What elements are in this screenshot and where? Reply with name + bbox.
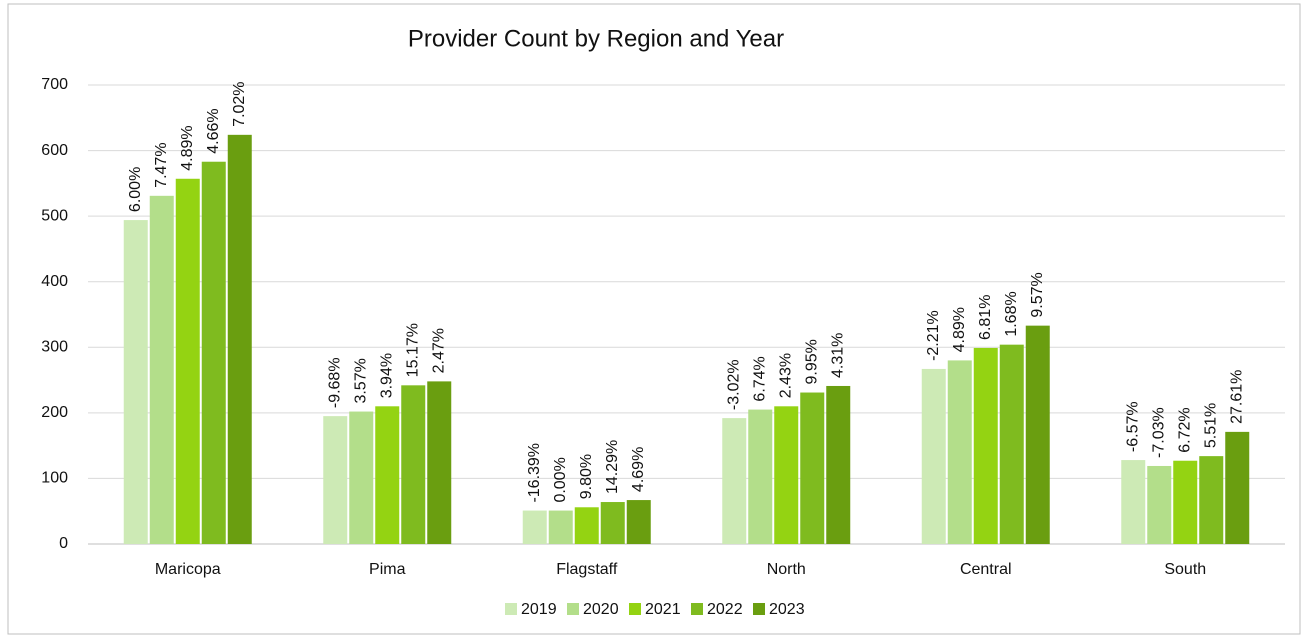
bar (349, 411, 374, 544)
bar (1199, 456, 1224, 544)
data-label: 4.89% (179, 125, 196, 170)
bar (947, 360, 972, 544)
data-label: 6.74% (751, 356, 768, 401)
bar (722, 418, 747, 544)
legend-swatch (753, 603, 765, 615)
data-label: 0.00% (552, 457, 569, 502)
bar (999, 344, 1024, 544)
bar (548, 510, 573, 544)
data-label: 9.95% (803, 339, 820, 384)
bar (323, 416, 348, 544)
bar (227, 134, 252, 544)
bar (973, 347, 998, 544)
data-label: 4.66% (205, 108, 222, 153)
bar (600, 502, 625, 544)
bar (201, 161, 226, 544)
data-label: 4.31% (829, 333, 846, 378)
legend-swatch (629, 603, 641, 615)
y-tick-label: 0 (59, 535, 68, 552)
data-label: 6.72% (1176, 407, 1193, 452)
data-label: -6.57% (1124, 401, 1141, 452)
data-label: 6.81% (977, 295, 994, 340)
data-label: 15.17% (404, 323, 421, 377)
legend-label: 2020 (583, 601, 619, 618)
bar (800, 392, 825, 544)
x-tick-label: Pima (369, 561, 406, 578)
data-label: 3.57% (352, 358, 369, 403)
data-label: -16.39% (526, 443, 543, 503)
bar (1025, 325, 1050, 544)
data-label: 5.51% (1202, 403, 1219, 448)
legend-swatch (505, 603, 517, 615)
data-label: -9.68% (326, 357, 343, 408)
bar (1121, 460, 1146, 544)
x-tick-label: South (1164, 561, 1206, 578)
bar (401, 385, 426, 544)
y-tick-label: 600 (41, 142, 68, 159)
bar (826, 385, 851, 544)
bar (921, 368, 946, 544)
data-label: 2.47% (430, 328, 447, 373)
bar (149, 195, 174, 544)
data-label: 2.43% (777, 353, 794, 398)
x-tick-label: Central (960, 561, 1012, 578)
y-tick-label: 200 (41, 404, 68, 421)
data-label: 14.29% (604, 440, 621, 494)
data-label: 9.80% (578, 454, 595, 499)
y-tick-label: 700 (41, 76, 68, 93)
x-tick-label: Flagstaff (556, 561, 618, 578)
bar (574, 507, 599, 544)
bar (1147, 465, 1172, 544)
x-tick-label: Maricopa (155, 561, 221, 578)
y-tick-label: 500 (41, 207, 68, 224)
data-label: 27.61% (1228, 370, 1245, 424)
data-label: 4.69% (630, 447, 647, 492)
bar (123, 220, 148, 544)
bar (522, 510, 547, 544)
data-label: 7.47% (153, 142, 170, 187)
x-tick-label: North (767, 561, 806, 578)
legend-swatch (567, 603, 579, 615)
data-label: 3.94% (378, 353, 395, 398)
y-tick-label: 100 (41, 470, 68, 487)
data-label: 7.02% (231, 81, 248, 126)
data-label: 6.00% (127, 167, 144, 212)
bar (1225, 431, 1250, 544)
bar (626, 500, 651, 544)
legend-label: 2022 (707, 601, 743, 618)
bar (427, 381, 452, 544)
data-label: 4.89% (951, 307, 968, 352)
bar (748, 409, 773, 544)
data-label: -2.21% (925, 310, 942, 361)
data-label: 9.57% (1029, 272, 1046, 317)
bar (375, 406, 400, 544)
chart-title: Provider Count by Region and Year (408, 25, 784, 52)
bar (774, 406, 799, 544)
legend-label: 2019 (521, 601, 557, 618)
data-label: 1.68% (1003, 291, 1020, 336)
y-tick-label: 400 (41, 273, 68, 290)
y-tick-label: 300 (41, 339, 68, 356)
bar (175, 178, 200, 544)
legend-swatch (691, 603, 703, 615)
data-label: -3.02% (725, 359, 742, 410)
legend-label: 2021 (645, 601, 681, 618)
data-label: -7.03% (1150, 407, 1167, 458)
bar (1173, 460, 1198, 544)
legend-label: 2023 (769, 601, 805, 618)
